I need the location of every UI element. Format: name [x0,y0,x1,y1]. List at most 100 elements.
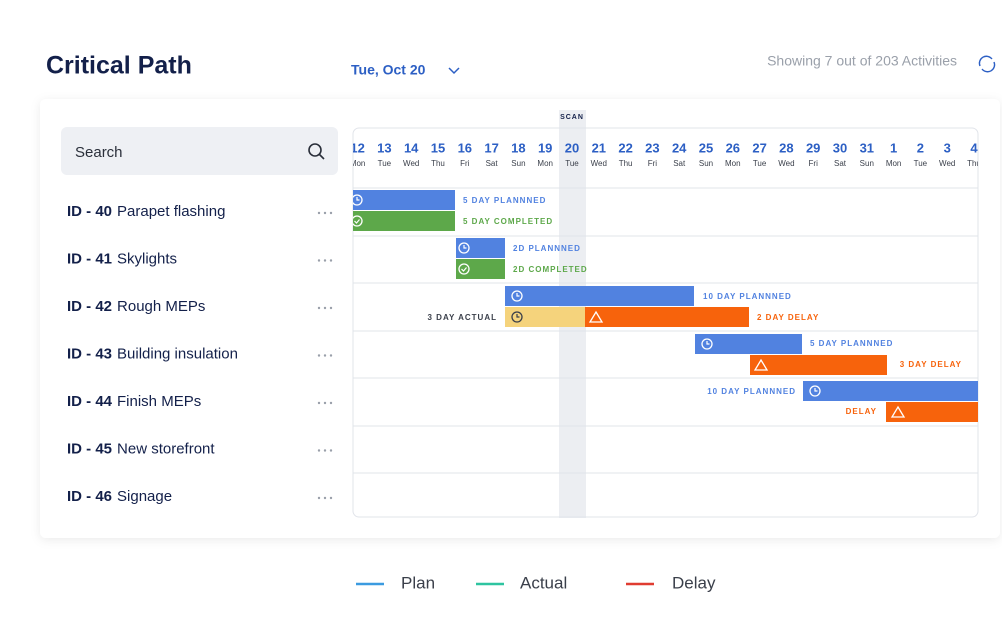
day-number: 31 [860,140,874,155]
day-weekday: Sun [860,159,874,168]
activity-id: ID - 46 [67,488,112,505]
day-number: 17 [484,140,498,155]
row-menu[interactable] [317,354,333,357]
bar-label: 2 DAY DELAY [757,313,819,322]
activity-row: ID - 46 Signage [67,488,172,505]
clock-icon [511,290,523,302]
bar-label: 3 DAY DELAY [900,360,962,369]
row-menu[interactable] [317,211,333,215]
warning-icon [753,358,769,371]
bar-label: 3 DAY ACTUAL [428,313,498,322]
day-weekday: Fri [809,159,819,168]
row-menu[interactable] [317,401,333,405]
gantt-bar [803,381,978,401]
icon-detail [706,341,710,345]
bar-label: 10 DAY PLANNNED [707,387,796,396]
activity-name: Building insulation [117,345,238,362]
day-number: 1 [890,140,897,155]
date-dropdown[interactable]: Tue, Oct 20 [351,62,460,78]
day-number: 28 [779,140,793,155]
menu-dot [317,354,321,357]
icon-detail [356,197,360,201]
day-number: 4 [970,140,978,155]
day-number: 20 [565,140,579,155]
refresh-button[interactable] [978,55,996,73]
activity-name: Finish MEPs [117,393,201,410]
day-number: 15 [431,140,445,155]
gantt-bars: 5 DAY PLANNNED 5 DAY COMPLETED 2D PLANNNED… [353,190,978,422]
gantt-bar [886,402,978,422]
day-weekday: Sat [673,159,686,168]
bar-label: 2D PLANNNED [513,244,581,253]
activity-id: ID - 44 [67,393,113,410]
menu-dot [323,211,327,215]
search-placeholder: Search [75,144,123,161]
day-weekday: Sun [699,159,713,168]
check-icon [353,215,363,227]
activity-row: ID - 44 Finish MEPs [67,393,201,410]
menu-dot [323,449,327,452]
day-number: 18 [511,140,525,155]
day-number: 26 [726,140,740,155]
menu-dot [323,354,327,357]
day-weekday: Fri [460,159,470,168]
activity-name: Parapet flashing [117,203,225,220]
page-title: Critical Path [46,52,192,80]
search-icon-handle [318,153,325,160]
search-box[interactable]: Search [61,127,338,175]
menu-dot [323,259,327,262]
row-menu[interactable] [317,259,333,262]
icon-detail [461,267,467,272]
search-icon [308,143,322,157]
clock-icon [809,385,821,397]
activity-id: ID - 43 [67,345,112,362]
day-number: 30 [833,140,847,155]
gantt-bar [585,307,749,327]
clock-icon [511,311,523,323]
day-number: 24 [672,140,687,155]
menu-dot [329,354,333,357]
gantt-bar [695,334,802,354]
day-weekday: Sun [511,159,525,168]
day-header: 12Mon13Tue14Wed15Thu16Fri17Sat18Sun19Mon… [353,140,978,168]
activity-row: ID - 45 New storefront [67,440,215,457]
icon-detail [814,388,818,392]
day-weekday: Tue [753,159,767,168]
day-number: 25 [699,140,713,155]
row-menu[interactable] [317,306,333,310]
day-weekday: Wed [403,159,419,168]
gantt-bar [505,307,585,327]
day-weekday: Tue [565,159,579,168]
bar-label: DELAY [846,407,877,416]
scan-marker: SCAN [560,114,584,121]
day-number: 14 [404,140,419,155]
day-number: 3 [944,140,951,155]
menu-dot [317,496,321,500]
activity-id: ID - 42 [67,298,112,315]
clock-icon [701,338,713,350]
icon-detail [516,293,520,297]
menu-dot [329,211,333,215]
activity-row: ID - 40 Parapet flashing [67,203,225,220]
menu-dot [317,306,321,310]
gantt-bar [505,286,694,306]
day-number: 19 [538,140,552,155]
day-weekday: Tue [914,159,928,168]
menu-dot [329,496,333,500]
icon-detail [463,245,467,249]
day-number: 22 [618,140,632,155]
menu-dot [323,306,327,310]
row-menu[interactable] [317,449,333,452]
icon-detail [354,219,360,224]
day-weekday: Thu [619,159,633,168]
day-weekday: Sat [834,159,847,168]
activity-count: Showing 7 out of 203 Activities [767,53,957,69]
activity-row: ID - 41 Skylights [67,250,177,267]
menu-dot [329,401,333,405]
warning-icon [890,405,906,418]
chart-frame [352,127,979,518]
row-menu[interactable] [317,496,333,500]
bar-label: 5 DAY PLANNNED [463,196,546,205]
chevron-icon [448,67,460,75]
